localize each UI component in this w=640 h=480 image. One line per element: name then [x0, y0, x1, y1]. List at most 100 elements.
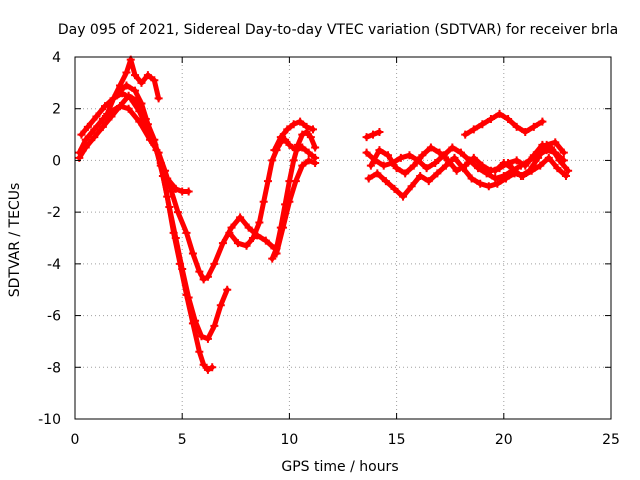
data-point — [131, 86, 140, 95]
data-point — [366, 161, 375, 170]
data-point — [478, 120, 487, 129]
data-point — [285, 197, 294, 206]
data-point — [407, 182, 416, 191]
data-point — [555, 156, 564, 165]
x-tick-label: 0 — [71, 432, 80, 448]
data-point — [77, 130, 86, 139]
y-tick-label: -6 — [47, 309, 61, 325]
data-point — [298, 161, 307, 170]
data-point — [169, 228, 178, 237]
data-point — [441, 161, 450, 170]
data-point — [101, 102, 110, 111]
data-point — [456, 148, 465, 157]
data-point — [291, 177, 300, 186]
data-point — [184, 187, 193, 196]
data-point — [375, 127, 384, 136]
data-point — [218, 239, 227, 248]
y-tick-label: -4 — [47, 257, 61, 273]
data-point — [124, 91, 133, 100]
data-point — [182, 228, 191, 237]
data-point — [90, 125, 99, 134]
axis-ticks — [74, 56, 612, 420]
data-point — [516, 171, 525, 180]
data-point — [542, 140, 551, 149]
data-point — [538, 117, 547, 126]
data-point — [137, 78, 146, 87]
y-tick-labels: -10 -8 -6 -4 -2 0 2 4 — [38, 50, 61, 428]
y-tick-label: 2 — [52, 102, 61, 118]
data-point — [124, 104, 133, 113]
data-point — [418, 151, 427, 160]
data-point — [373, 169, 382, 178]
data-point — [467, 174, 476, 183]
data-point — [426, 143, 435, 152]
data-point — [369, 130, 378, 139]
x-tick-label: 25 — [602, 432, 620, 448]
data-point — [529, 122, 538, 131]
data-point — [424, 177, 433, 186]
data-point — [311, 143, 320, 152]
data-point — [553, 164, 562, 173]
data-point — [302, 122, 311, 131]
data-point — [276, 133, 285, 142]
data-point — [210, 259, 219, 268]
data-point — [311, 159, 320, 168]
series-layer — [75, 55, 573, 374]
data-point — [81, 135, 90, 144]
data-point — [225, 228, 234, 237]
chart-title: Day 095 of 2021, Sidereal Day-to-day VTE… — [58, 22, 618, 38]
data-point — [525, 166, 534, 175]
x-tick-labels: 0 5 10 15 20 25 — [71, 432, 620, 448]
y-tick-label: 4 — [52, 50, 61, 66]
data-point — [171, 184, 180, 193]
data-point — [83, 122, 92, 131]
data-point — [216, 301, 225, 310]
data-point — [559, 148, 568, 157]
data-point — [270, 146, 279, 155]
data-point — [195, 267, 204, 276]
data-point — [289, 156, 298, 165]
data-point — [188, 249, 197, 258]
data-point — [107, 112, 116, 121]
data-point — [263, 177, 272, 186]
data-point — [491, 174, 500, 183]
data-point — [405, 151, 414, 160]
x-tick-label: 10 — [280, 432, 298, 448]
data-point — [304, 148, 313, 157]
series-line — [462, 111, 545, 138]
data-point — [450, 153, 459, 162]
data-point — [208, 363, 217, 372]
data-point — [486, 115, 495, 124]
data-point — [248, 234, 257, 242]
data-point — [163, 174, 172, 183]
data-point — [236, 213, 245, 222]
data-point — [375, 146, 384, 155]
data-point — [268, 156, 277, 165]
data-point — [484, 182, 493, 191]
data-point — [469, 153, 478, 162]
data-point — [156, 159, 165, 168]
data-point — [298, 130, 307, 139]
data-point — [495, 109, 504, 118]
data-point — [544, 153, 553, 162]
data-point — [98, 122, 107, 131]
data-point — [501, 174, 510, 183]
data-point — [390, 184, 399, 193]
data-point — [364, 174, 373, 183]
data-point — [493, 179, 502, 188]
data-point — [103, 109, 112, 118]
x-axis-title: GPS time / hours — [281, 459, 398, 475]
data-point — [210, 321, 219, 330]
data-point — [143, 71, 152, 80]
data-point — [182, 290, 191, 299]
data-point — [401, 169, 410, 178]
data-point — [306, 133, 315, 142]
data-point — [131, 71, 140, 80]
data-point — [203, 365, 212, 374]
y-tick-label: -10 — [38, 412, 61, 428]
data-point — [261, 236, 270, 245]
series-track-15 — [491, 138, 568, 180]
series-track-5 — [105, 81, 193, 196]
